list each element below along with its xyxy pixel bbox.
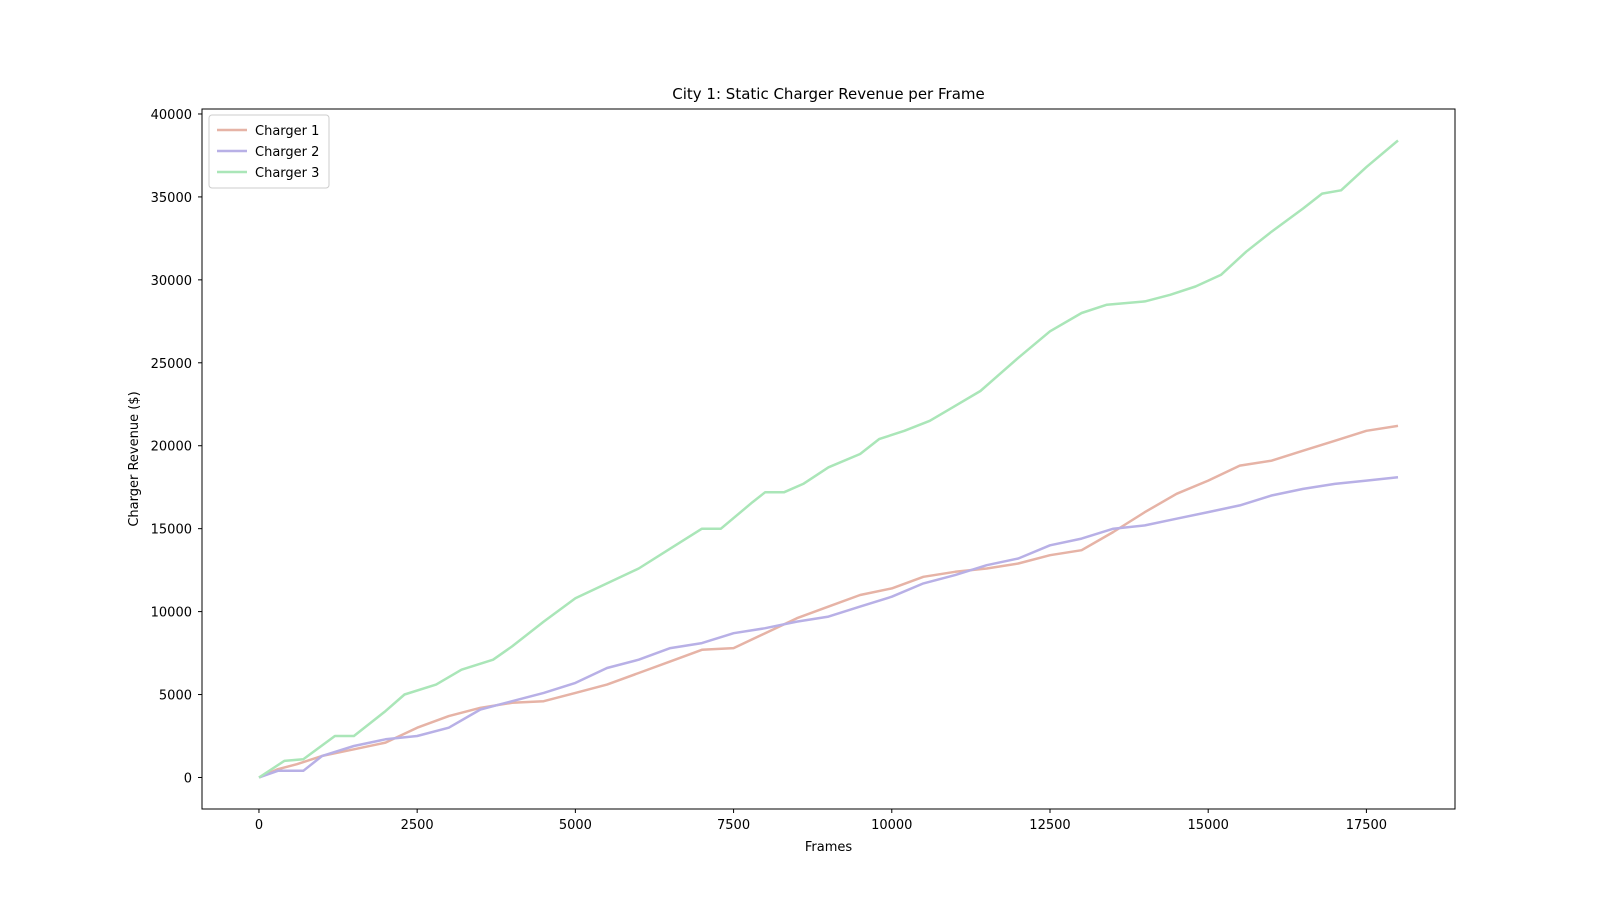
y-tick-label: 30000 [151, 274, 192, 289]
y-tick-label: 5000 [159, 689, 192, 704]
legend-label-charger-2: Charger 2 [255, 145, 319, 160]
x-tick-label: 15000 [1188, 818, 1229, 833]
y-tick-label: 15000 [151, 523, 192, 538]
x-tick-label: 0 [255, 818, 263, 833]
y-tick-label: 0 [184, 771, 192, 786]
y-axis-label: Charger Revenue ($) [127, 391, 142, 526]
legend-label-charger-1: Charger 1 [255, 124, 319, 139]
chart-title: City 1: Static Charger Revenue per Frame [672, 85, 984, 103]
x-tick-label: 5000 [559, 818, 592, 833]
x-tick-label: 2500 [401, 818, 434, 833]
x-tick-label: 10000 [871, 818, 912, 833]
x-tick-label: 17500 [1346, 818, 1387, 833]
y-tick-label: 20000 [151, 440, 192, 455]
legend-label-charger-3: Charger 3 [255, 166, 319, 181]
y-tick-label: 35000 [151, 191, 192, 206]
series-line-charger-2 [258, 475, 1399, 779]
legend-box [208, 114, 330, 189]
x-tick-label: 7500 [717, 818, 750, 833]
series-line-charger-1 [258, 424, 1399, 779]
x-tick-label: 12500 [1029, 818, 1070, 833]
plot-frame [201, 108, 1456, 810]
y-tick-label: 10000 [151, 606, 192, 621]
series-line-charger-3 [258, 139, 1399, 779]
y-axis: 0 5000 10000 15000 20000 25000 30000 35000 40000 [151, 108, 202, 786]
x-axis: 0 2500 5000 7500 10000 12500 15000 17500 [255, 809, 1387, 833]
legend: Charger 1 Charger 2 Charger 3 [208, 114, 330, 189]
y-tick-label: 40000 [151, 108, 192, 123]
plot-lines [258, 139, 1399, 779]
y-tick-label: 25000 [151, 357, 192, 372]
x-axis-label: Frames [805, 840, 853, 855]
